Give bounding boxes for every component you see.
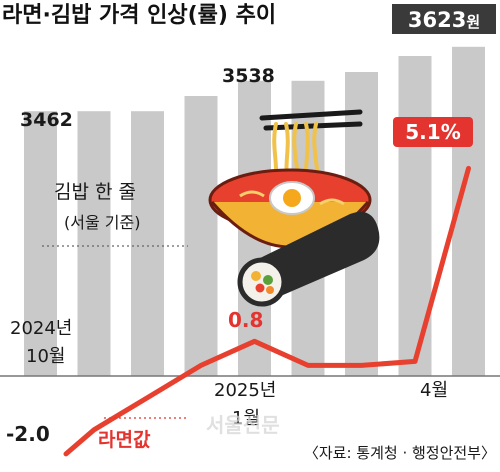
- x-axis-label-4-line1: 2025년: [214, 380, 276, 401]
- kimbap-bar-1: [78, 111, 111, 376]
- watermark: 서울신문: [206, 413, 280, 437]
- x-axis-label-0-line2: 10월: [26, 346, 65, 367]
- bar-value-label-4: 3538: [222, 65, 275, 87]
- kimbap-series-note: (서울 기준): [64, 213, 140, 232]
- line-value-label-highlight: 5.1%: [405, 120, 460, 144]
- kimbap-series-label: 김밥 한 줄: [54, 181, 136, 203]
- chart-title: 라면·김밥 가격 인상(률) 추이: [2, 3, 276, 28]
- line-value-label-0: -2.0: [6, 422, 50, 446]
- x-axis-label-0-line1: 2024년: [10, 318, 72, 339]
- ramen-series-label: 라면값: [98, 429, 151, 451]
- kimbap-bar-2: [131, 111, 164, 376]
- bar-value-label-0: 3462: [20, 109, 73, 131]
- x-axis-label-8: 4월: [420, 380, 448, 401]
- source-note: 〈자료: 통계청 · 행정안전부〉: [304, 444, 496, 462]
- line-value-label-4: 0.8: [228, 308, 263, 332]
- kimbap-bar-3: [185, 96, 218, 376]
- bar-value-highlight-unit: 원: [466, 13, 480, 31]
- bar-value-highlight-number: 3623: [408, 8, 466, 32]
